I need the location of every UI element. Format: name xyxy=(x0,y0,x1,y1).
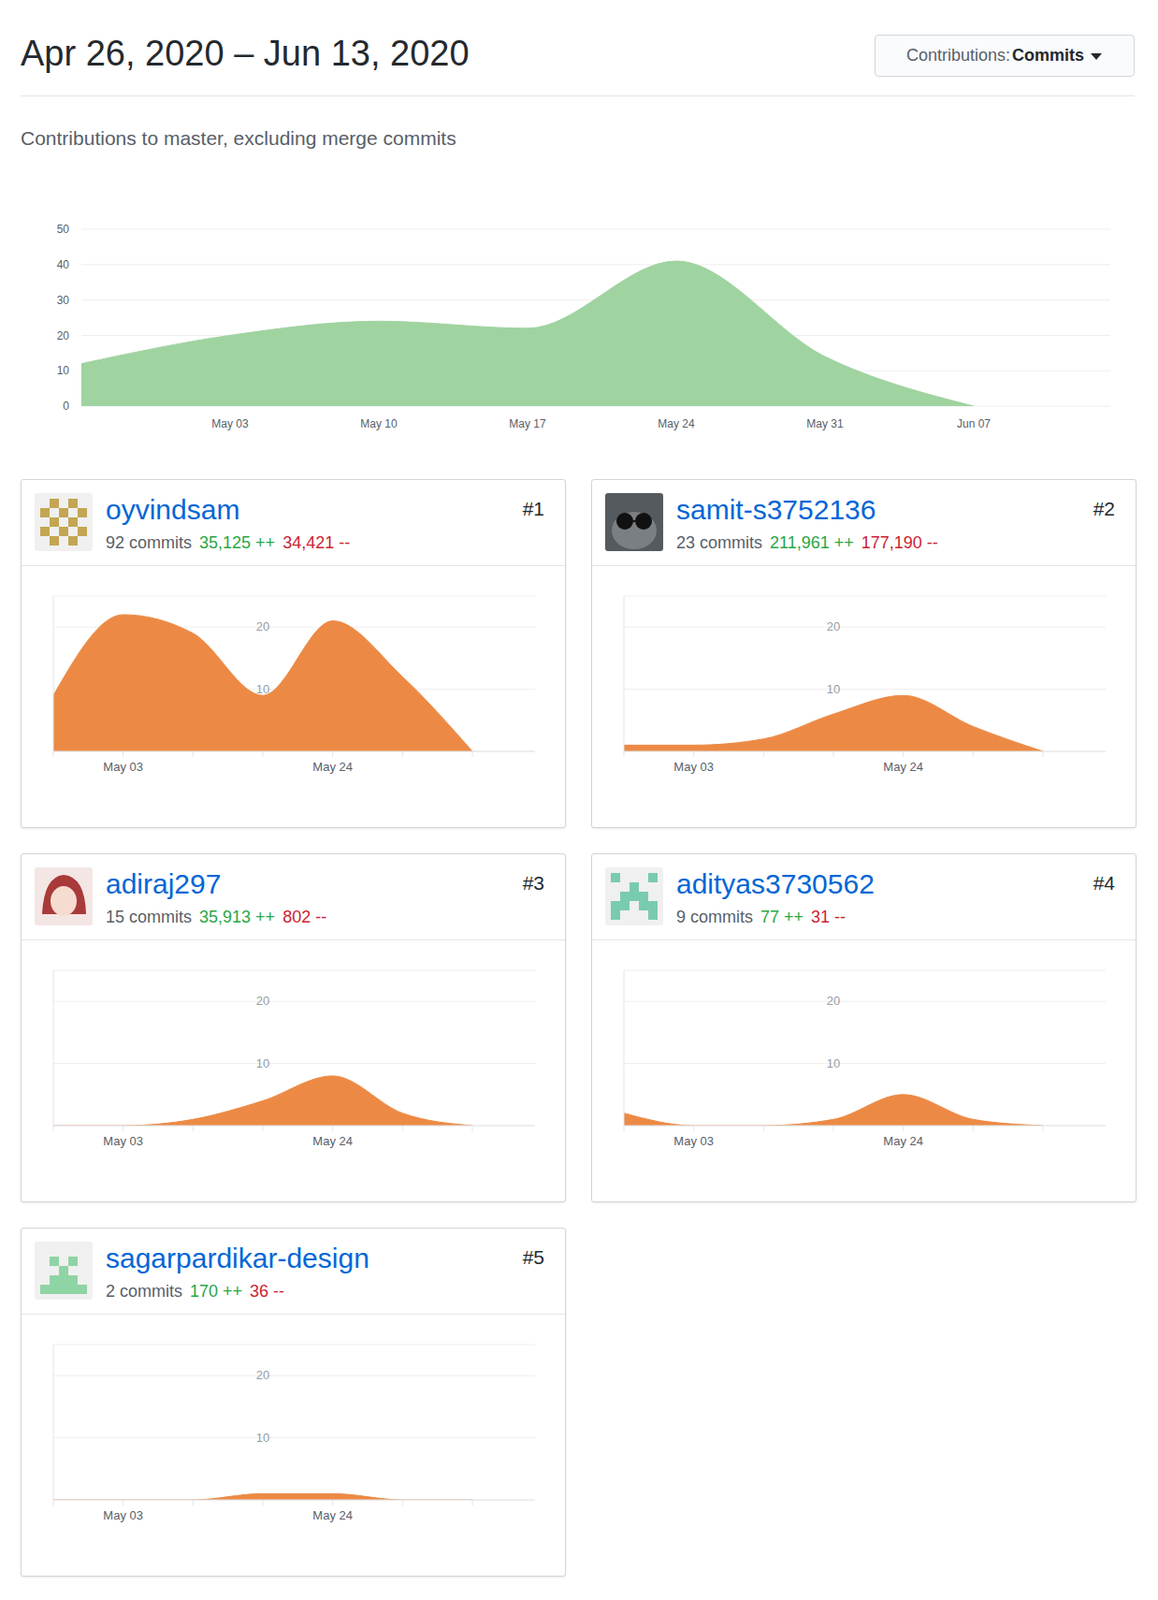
html-text:sagarpardikar-design: sagarpardikar-design xyxy=(105,1242,370,1274)
svg-text:20: 20 xyxy=(826,993,840,1008)
svg-text:May 24: May 24 xyxy=(312,1507,353,1522)
html-text:77 ++: 77 ++ xyxy=(760,907,804,927)
svg-text:May 10: May 10 xyxy=(360,417,398,431)
svg-text:10: 10 xyxy=(256,681,270,696)
html-text:177,190 --: 177,190 -- xyxy=(861,533,939,552)
svg-text:May 24: May 24 xyxy=(882,759,924,774)
svg-text:May 17: May 17 xyxy=(508,417,547,431)
svg-text:May 24: May 24 xyxy=(312,759,353,774)
html-text:15 commits: 15 commits xyxy=(105,907,192,927)
svg-text:0: 0 xyxy=(62,399,70,413)
svg-text:May 03: May 03 xyxy=(211,417,249,431)
html-text:#2: #2 xyxy=(1093,497,1115,520)
html-text:35,125 ++ 34,421 --: 35,125 ++ 34,421 -- xyxy=(199,533,351,552)
svg-text:20: 20 xyxy=(57,329,71,343)
svg-text:May 03: May 03 xyxy=(673,1133,714,1148)
html-text:92 commits: 92 commits xyxy=(105,533,192,552)
svg-text:May 03: May 03 xyxy=(102,759,144,774)
html-text:#4: #4 xyxy=(1093,871,1115,894)
html-text:2 commits 170 ++ 36 --: 2 commits 170 ++ 36 -- xyxy=(105,1281,285,1301)
svg-text:May 24: May 24 xyxy=(312,1133,353,1148)
svg-text:May 03: May 03 xyxy=(102,1133,144,1148)
svg-text:10: 10 xyxy=(256,1056,270,1071)
svg-text:20: 20 xyxy=(256,1367,270,1382)
html-text:Contributions: Commits: Contributions: Commits xyxy=(906,45,1085,65)
svg-text:40: 40 xyxy=(57,258,71,272)
html-text:#1: #1 xyxy=(522,497,545,520)
html-text:adiraj297: adiraj297 xyxy=(105,868,222,899)
html-text:Contributions to master, exclu: Contributions to master, excluding merge… xyxy=(20,127,457,149)
html-text:23 commits 211,961 ++: 23 commits 211,961 ++ xyxy=(676,533,854,552)
svg-text:20: 20 xyxy=(256,619,270,634)
html-text:#3: #3 xyxy=(522,871,545,894)
html-text:oyvindsam: oyvindsam xyxy=(105,493,240,525)
svg-text:20: 20 xyxy=(256,993,270,1008)
svg-text:10: 10 xyxy=(826,681,840,696)
svg-text:May 03: May 03 xyxy=(673,759,714,774)
svg-text:May 24: May 24 xyxy=(882,1133,924,1148)
html-text:35,913 ++ 802 --: 35,913 ++ 802 -- xyxy=(199,907,327,927)
html-text:samit-s3752136: samit-s3752136 xyxy=(676,493,876,525)
html-text:31 --: 31 -- xyxy=(811,907,846,927)
svg-text:30: 30 xyxy=(57,293,71,307)
html-text:Apr 26, 2020 – Jun 13, 2020: Apr 26, 2020 – Jun 13, 2020 xyxy=(20,33,470,73)
svg-text:May 03: May 03 xyxy=(102,1507,144,1522)
svg-text:20: 20 xyxy=(826,619,840,634)
html-text:adityas3730562: adityas3730562 xyxy=(676,868,875,899)
svg-text:May 31: May 31 xyxy=(806,417,844,431)
svg-text:May 24: May 24 xyxy=(657,417,695,431)
html-text:9 commits: 9 commits xyxy=(676,907,753,927)
svg-text:50: 50 xyxy=(57,222,71,236)
svg-text:10: 10 xyxy=(57,363,71,377)
svg-text:10: 10 xyxy=(256,1430,270,1445)
svg-text:Jun 07: Jun 07 xyxy=(956,417,991,431)
html-text:#5: #5 xyxy=(522,1245,545,1268)
svg-text:10: 10 xyxy=(826,1056,840,1071)
